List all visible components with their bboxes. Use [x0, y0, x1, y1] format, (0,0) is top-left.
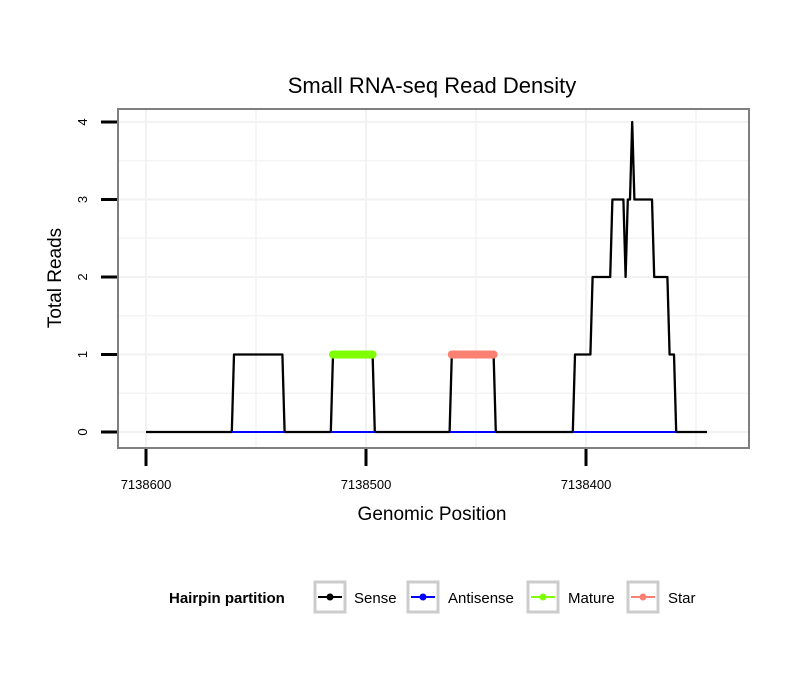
grid: [118, 109, 749, 448]
legend-key-point: [419, 593, 427, 601]
x-axis-title: Genomic Position: [358, 504, 507, 525]
y-tick-label: 4: [75, 118, 90, 125]
plot-panel-border: [117, 108, 750, 449]
y-tick-label: 3: [75, 196, 90, 203]
x-tick-label: 7138400: [561, 477, 612, 492]
legend-label: Star: [668, 590, 696, 607]
legend-title: Hairpin partition: [169, 590, 285, 607]
x-axis: 7138600 7138500 7138400: [121, 449, 612, 492]
legend-item-antisense: Antisense: [406, 580, 514, 614]
y-axis: 0 1 2 3 4: [75, 118, 117, 436]
legend-key-point: [539, 593, 547, 601]
x-tick-label: 7138500: [341, 477, 392, 492]
legend-key-point: [639, 593, 647, 601]
legend-label: Antisense: [448, 590, 514, 607]
series: [146, 120, 707, 434]
series-line-sense: [146, 120, 707, 434]
y-tick-label: 0: [75, 428, 90, 435]
legend: Hairpin partition Sense Antisense Mature St…: [169, 580, 696, 614]
legend-item-mature: Mature: [526, 580, 615, 614]
legend-item-sense: Sense: [313, 580, 397, 614]
legend-label: Sense: [354, 590, 397, 607]
chart-title: Small RNA-seq Read Density: [288, 73, 577, 98]
x-tick-label: 7138600: [121, 477, 172, 492]
y-tick-label: 2: [75, 273, 90, 280]
y-axis-title: Total Reads: [45, 228, 66, 328]
legend-item-star: Star: [626, 580, 696, 614]
legend-label: Mature: [568, 590, 615, 607]
y-tick-label: 1: [75, 351, 90, 358]
legend-key-point: [326, 593, 334, 601]
